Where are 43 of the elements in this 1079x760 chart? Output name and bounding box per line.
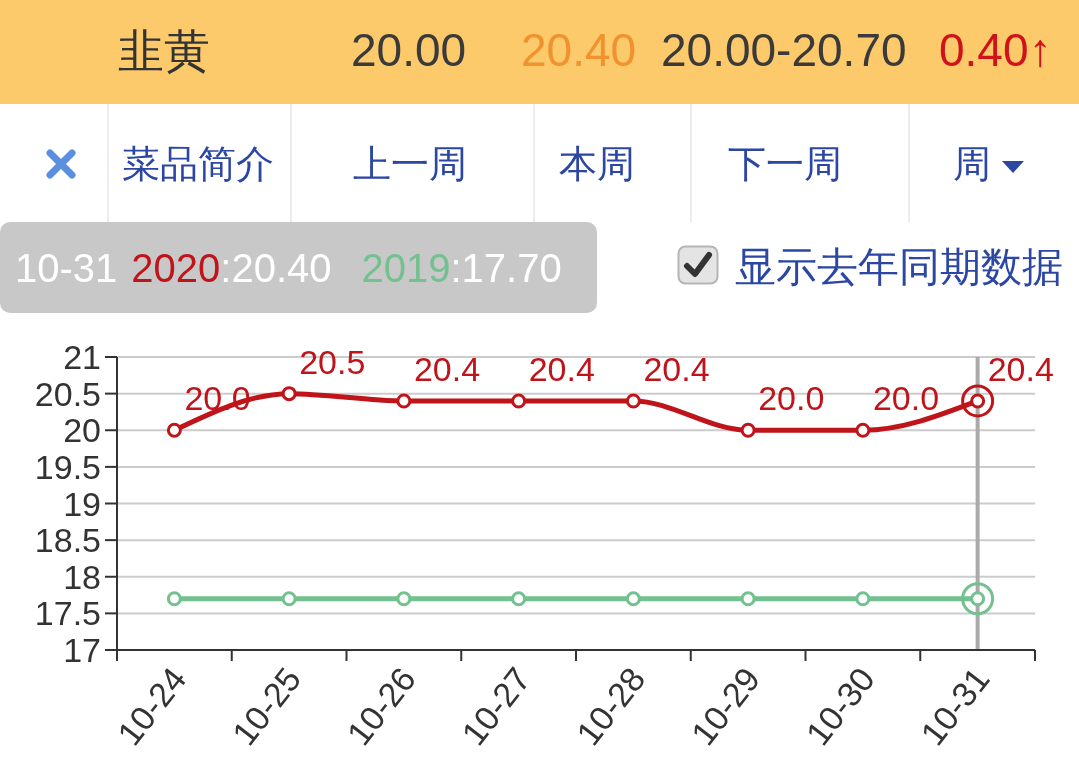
text: 2020 (131, 245, 221, 292)
y-tick-label: 18.5 (34, 521, 101, 560)
point (396, 591, 412, 607)
point (740, 422, 756, 438)
text: 上一周 (352, 142, 468, 187)
point (281, 591, 297, 607)
y-tick-label: 20 (63, 411, 101, 450)
data-label: 20.4 (643, 349, 710, 388)
text: 下一周 (727, 142, 843, 187)
point (396, 393, 412, 409)
text: 周 (952, 142, 992, 187)
text: 20.00-20.70 (661, 23, 907, 78)
data-label: 20.4 (413, 349, 481, 388)
data-label: 20.0 (872, 379, 940, 418)
point (166, 422, 182, 438)
point (511, 591, 527, 607)
point (511, 393, 527, 409)
y-tick-label: 20.5 (34, 374, 101, 413)
text: 2019 (361, 245, 451, 292)
chart-title: 韭黄 (118, 24, 210, 79)
point (855, 591, 871, 607)
y-tick-label: 18 (63, 557, 101, 596)
point (855, 422, 871, 438)
y-tick-label: 21 (63, 338, 101, 377)
y-tick-label: 19.5 (34, 447, 101, 486)
text: 显示去年同期数据 (735, 243, 1063, 292)
data-label: 20.4 (528, 349, 595, 388)
y-tick-label: 17 (63, 631, 101, 670)
data-label: 20.4 (987, 349, 1054, 388)
point (281, 386, 297, 402)
point (740, 591, 756, 607)
text: 20.00 (351, 23, 467, 78)
y-tick-label: 17.5 (34, 594, 101, 633)
point (625, 591, 641, 607)
y-tick-label: 19 (63, 484, 101, 523)
data-label: 20.0 (758, 379, 825, 418)
data-label: 20.5 (299, 342, 366, 381)
point (625, 393, 641, 409)
text: 20.40 (521, 23, 637, 78)
text: 菜品简介 (121, 142, 275, 187)
point (166, 591, 182, 607)
text: 本周 (558, 142, 636, 187)
text: 0.40↑ (939, 23, 1052, 78)
